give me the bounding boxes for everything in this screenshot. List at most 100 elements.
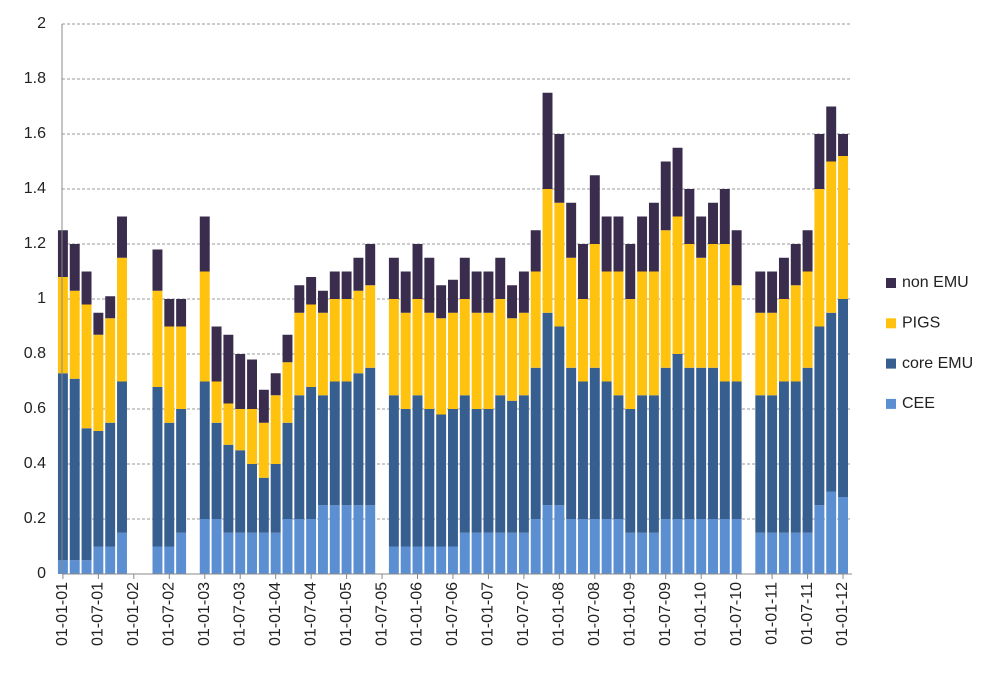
x-tick-label: 01-07-05 bbox=[373, 582, 390, 646]
bar-segment bbox=[341, 271, 352, 299]
bar-segment bbox=[518, 395, 529, 533]
bar-segment bbox=[838, 299, 848, 497]
bar-segment bbox=[613, 519, 624, 574]
bar-segment bbox=[258, 532, 269, 574]
x-tick-label: 01-07-04 bbox=[302, 582, 319, 646]
bar-segment bbox=[589, 367, 600, 519]
bar-segment bbox=[353, 373, 364, 506]
bar-segment bbox=[790, 285, 801, 382]
bar-segment bbox=[719, 189, 730, 244]
bar-segment bbox=[790, 532, 801, 574]
bar-segment bbox=[719, 244, 730, 382]
bar-segment bbox=[483, 409, 494, 533]
bar-segment bbox=[696, 367, 707, 519]
x-tick-label: 01-01-06 bbox=[409, 582, 426, 646]
bar-segment bbox=[93, 312, 104, 335]
bar-segment bbox=[270, 532, 281, 574]
y-tick-label: 0 bbox=[37, 565, 46, 582]
bar-segment bbox=[223, 444, 234, 533]
bar-segment bbox=[483, 271, 494, 313]
bar-segment bbox=[814, 505, 825, 574]
bar-segment bbox=[518, 312, 529, 396]
bar-segment bbox=[613, 216, 624, 272]
bar-segment bbox=[459, 532, 470, 574]
x-tick-label: 01-07-03 bbox=[231, 582, 248, 646]
bar-segment bbox=[838, 156, 848, 299]
bar-segment bbox=[365, 285, 376, 368]
bar-segment bbox=[684, 189, 695, 244]
bar-segment bbox=[81, 271, 92, 305]
bar-segment bbox=[731, 381, 742, 519]
bar-segment bbox=[164, 299, 175, 327]
bar-segment bbox=[436, 285, 447, 319]
bar-segment bbox=[329, 505, 340, 574]
bar-segment bbox=[755, 532, 766, 574]
bar-segment bbox=[601, 216, 612, 272]
bar-segment bbox=[69, 290, 80, 379]
bar-segment bbox=[778, 381, 789, 533]
bar-segment bbox=[211, 326, 222, 382]
bar-segment bbox=[400, 271, 411, 313]
bar-segment bbox=[412, 299, 423, 396]
x-tick-label: 01-07-06 bbox=[444, 582, 461, 646]
x-tick-label: 01-07-01 bbox=[90, 582, 107, 646]
bar-segment bbox=[625, 244, 636, 299]
bar-segment bbox=[306, 387, 317, 519]
bar-segment bbox=[542, 312, 553, 506]
bar-segment bbox=[589, 175, 600, 244]
x-tick-label: 01-07-08 bbox=[586, 582, 603, 646]
bar-segment bbox=[767, 395, 778, 533]
bar-segment bbox=[306, 519, 317, 574]
bar-segment bbox=[802, 230, 813, 272]
y-tick-label: 1.2 bbox=[24, 235, 46, 252]
x-tick-label: 01-01-12 bbox=[834, 582, 851, 646]
bar-segment bbox=[199, 216, 210, 272]
bar-segment bbox=[258, 389, 269, 423]
bar-segment bbox=[554, 134, 565, 203]
bar-segment bbox=[826, 491, 837, 574]
bar-segment bbox=[507, 285, 518, 319]
bar-segment bbox=[353, 505, 364, 574]
bar-segment bbox=[826, 161, 837, 313]
bar-segment bbox=[625, 409, 636, 533]
legend-swatch bbox=[886, 318, 896, 329]
bar-segment bbox=[105, 296, 116, 319]
bar-segment bbox=[294, 312, 305, 396]
bar-segment bbox=[814, 189, 825, 327]
bar-segment bbox=[81, 304, 92, 429]
bar-segment bbox=[57, 230, 68, 277]
bar-segment bbox=[282, 362, 293, 423]
bar-segment bbox=[388, 395, 399, 547]
bar-segment bbox=[826, 312, 837, 492]
bar-segment bbox=[105, 546, 116, 574]
bar-segment bbox=[672, 147, 683, 217]
bar-segment bbox=[93, 546, 104, 574]
bar-segment bbox=[258, 477, 269, 533]
bar-segment bbox=[755, 312, 766, 396]
y-tick-label: 0.2 bbox=[24, 510, 46, 527]
y-tick-label: 0.4 bbox=[24, 455, 46, 472]
bar-segment bbox=[69, 378, 80, 561]
bar-segment bbox=[767, 271, 778, 313]
bar-segment bbox=[247, 532, 257, 574]
bar-segment bbox=[731, 285, 742, 382]
bar-segment bbox=[637, 532, 648, 574]
bar-segment bbox=[578, 381, 588, 519]
x-tick-label: 01-07-07 bbox=[515, 582, 532, 646]
bar-segment bbox=[388, 257, 399, 299]
bar-segment bbox=[684, 367, 695, 519]
bar-segment bbox=[400, 409, 411, 547]
x-tick-label: 01-01-02 bbox=[125, 582, 142, 646]
bar-segment bbox=[696, 519, 707, 574]
bar-segment bbox=[672, 354, 683, 519]
bar-segment bbox=[341, 381, 352, 506]
bar-segment bbox=[105, 318, 116, 423]
bar-segment bbox=[542, 505, 553, 574]
bar-segment bbox=[684, 244, 695, 368]
bar-segment bbox=[471, 312, 482, 409]
bar-segment bbox=[778, 257, 789, 299]
bar-segment bbox=[459, 257, 470, 299]
bar-segment bbox=[648, 271, 659, 396]
bar-segment bbox=[802, 532, 813, 574]
